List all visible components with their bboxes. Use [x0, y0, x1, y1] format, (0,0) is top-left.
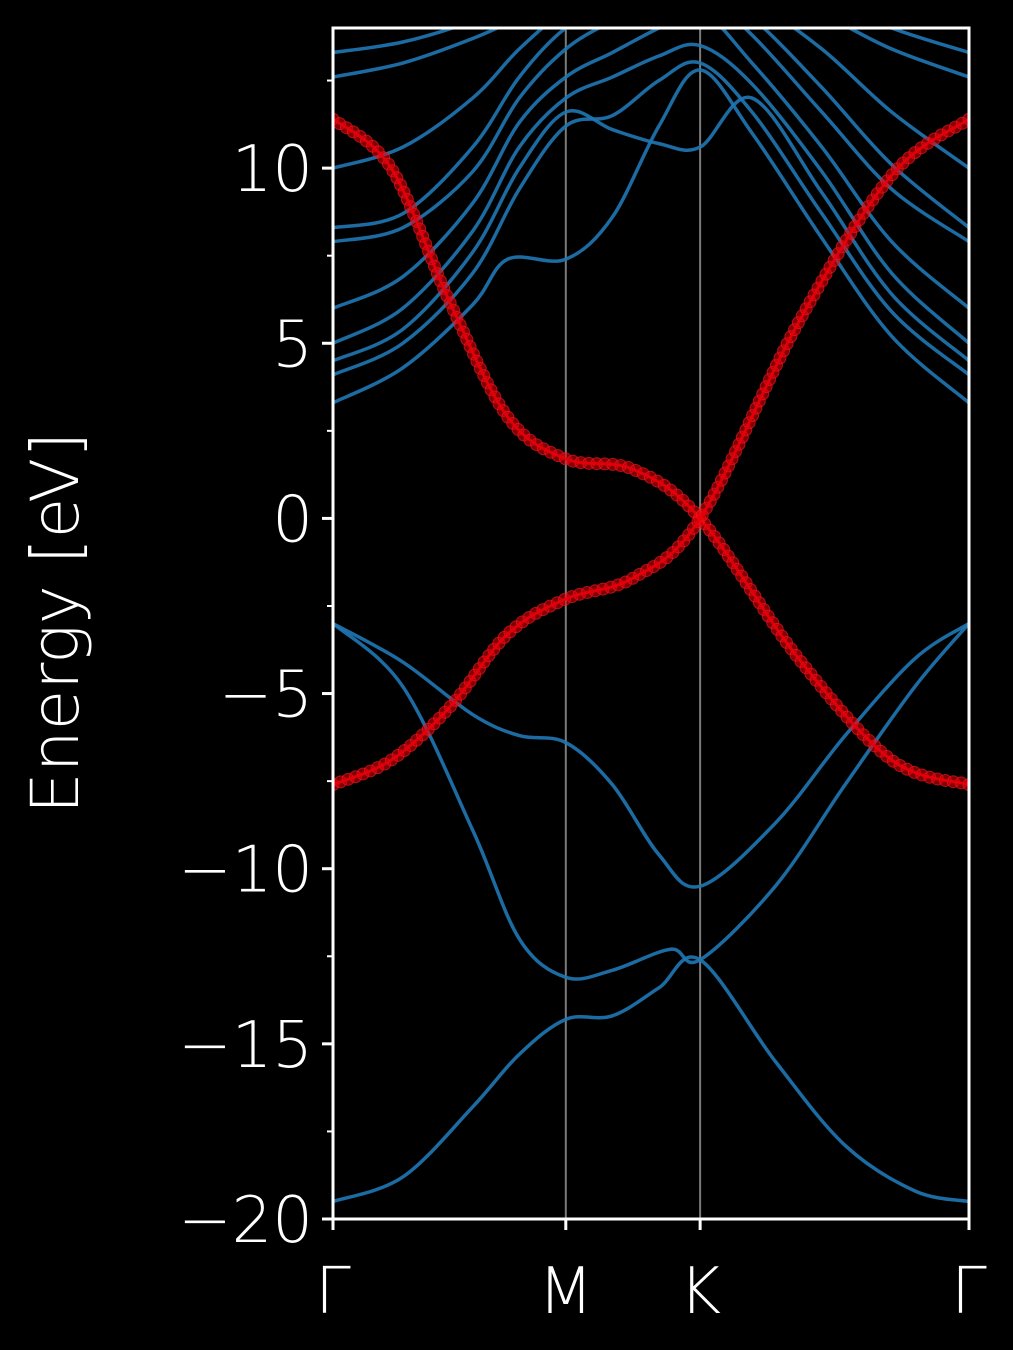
y-tick-label: 0: [272, 483, 313, 557]
bulk-band-line: [333, 28, 969, 310]
highlight-band-markers: [333, 112, 969, 792]
x-tick-label: M: [538, 1255, 593, 1329]
plot-area: [333, 28, 969, 1219]
bulk-band-line: [333, 42, 969, 345]
x-tick-label: Γ: [951, 1255, 987, 1329]
bulk-band-line: [333, 28, 969, 170]
bulk-band-line: [333, 622, 969, 981]
axes-frame: [331, 26, 971, 1221]
highlight-band-line: [333, 117, 969, 787]
bulk-band-line: [333, 955, 969, 1204]
bulk-band-line: [333, 28, 969, 244]
y-tick-label: −5: [219, 659, 313, 733]
y-tick-label: 10: [232, 133, 313, 207]
y-axis-label: Energy [eV]: [17, 432, 94, 814]
x-tick-label: K: [679, 1255, 721, 1329]
y-axis-ticks: −20 −15 −10 −5 0 5 10: [178, 79, 333, 1258]
highlight-band-line: [333, 117, 969, 787]
bulk-band-line: [333, 621, 969, 889]
bulk-band-line: [333, 28, 969, 230]
y-tick-label: −15: [178, 1009, 313, 1083]
x-tick-label: Γ: [315, 1255, 351, 1329]
y-tick-label: 5: [272, 308, 313, 382]
bulk-band-line: [333, 68, 969, 405]
y-tick-label: −10: [178, 834, 313, 908]
bulk-bands: [333, 28, 969, 1204]
y-tick-label: −20: [178, 1184, 313, 1258]
bulk-band-line: [333, 28, 969, 79]
highlight-bands: [333, 112, 969, 792]
